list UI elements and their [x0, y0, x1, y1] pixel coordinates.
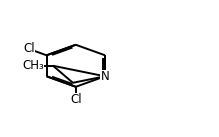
Text: N: N: [101, 70, 109, 83]
Text: N: N: [101, 70, 109, 83]
Text: CH₃: CH₃: [22, 59, 44, 72]
Text: Cl: Cl: [23, 42, 35, 55]
Text: Cl: Cl: [70, 93, 82, 106]
